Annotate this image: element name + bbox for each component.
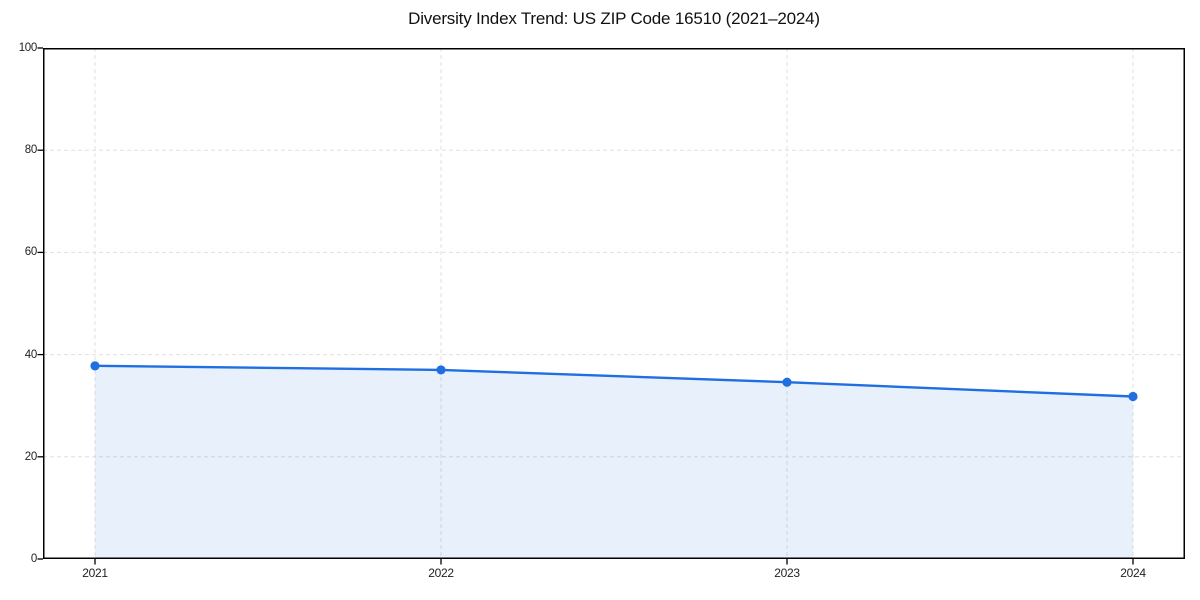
data-point-marker (436, 365, 446, 375)
series-area-fill (95, 365, 1133, 559)
data-point-marker (90, 361, 100, 371)
data-point-marker (1128, 391, 1138, 402)
x-tick-label: 2021 (82, 566, 108, 580)
y-tick-label: 20 (24, 450, 38, 463)
y-tick-label: 60 (24, 246, 38, 259)
chart-title: Diversity Index Trend: US ZIP Code 16510… (408, 9, 820, 28)
chart-plot-area (37, 47, 1185, 565)
x-tick-label: 2024 (1120, 566, 1146, 580)
y-tick-label: 40 (24, 348, 38, 361)
y-tick-label: 0 (30, 553, 37, 565)
x-tick-label: 2023 (774, 566, 800, 580)
data-point-marker (782, 377, 792, 387)
axes-spines (43, 48, 1185, 559)
series-line (93, 364, 1135, 398)
y-tick-label: 80 (24, 144, 38, 157)
x-tick-label: 2022 (428, 566, 454, 580)
y-tick-label: 100 (18, 42, 38, 54)
